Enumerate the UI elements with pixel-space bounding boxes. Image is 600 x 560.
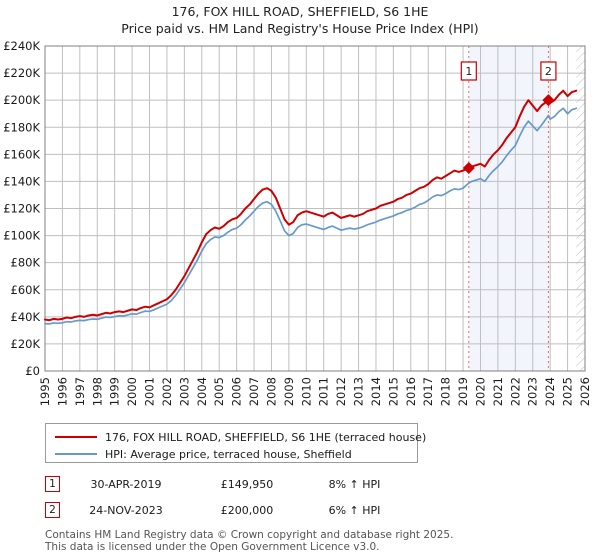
transaction-hpi-delta: 8% ↑ HPI: [328, 477, 381, 491]
x-axis-tick-label: 1997: [73, 377, 87, 406]
transaction-label-box: [540, 61, 557, 81]
transaction-label-number: 2: [545, 65, 552, 78]
transaction-point-marker: [542, 94, 555, 107]
legend-label-hpi: HPI: Average price, terraced house, Shef…: [105, 447, 352, 461]
y-axis-tick-label: £160K: [3, 147, 40, 161]
footer-line-licence: This data is licensed under the Open Gov…: [45, 541, 380, 553]
plot-border: [44, 45, 586, 372]
y-axis-tick-label: £200K: [3, 93, 40, 107]
x-axis-tick-label: 2000: [125, 377, 139, 406]
page-title: 176, FOX HILL ROAD, SHEFFIELD, S6 1HE Pr…: [0, 3, 600, 37]
chart-legend: 176, FOX HILL ROAD, SHEFFIELD, S6 1HE (t…: [45, 423, 426, 463]
y-axis-tick-label: £60K: [11, 283, 41, 297]
transaction-point-marker: [462, 161, 475, 174]
x-axis-tick-label: 2026: [578, 377, 592, 406]
legend-item-price-paid: 176, FOX HILL ROAD, SHEFFIELD, S6 1HE (t…: [46, 429, 426, 445]
x-axis-tick-label: 2024: [543, 377, 557, 406]
x-axis-tick-label: 2013: [352, 377, 366, 406]
transaction-price: £149,950: [220, 477, 274, 491]
transaction-hpi-delta: 6% ↑ HPI: [328, 503, 381, 517]
y-axis-tick-label: £120K: [3, 202, 40, 216]
legend-label-price-paid: 176, FOX HILL ROAD, SHEFFIELD, S6 1HE (t…: [105, 430, 427, 444]
status-badge: 1: [45, 476, 60, 492]
x-axis-tick-label: 2021: [491, 377, 505, 406]
x-axis-tick-label: 2010: [299, 377, 313, 406]
y-axis-tick-label: £240K: [3, 39, 40, 53]
table-row[interactable]: 2 24-NOV-2023 £200,000 6% ↑ HPI: [45, 497, 465, 523]
x-axis-tick-label: 2016: [404, 377, 418, 406]
x-axis-tick-label: 2012: [334, 377, 348, 406]
transaction-label-number: 1: [465, 65, 472, 78]
x-axis-tick-label: 2018: [439, 377, 453, 406]
y-axis-tick-label: £180K: [3, 120, 40, 134]
x-axis-tick-label: 2007: [247, 377, 261, 406]
status-badge: 2: [45, 502, 60, 518]
footer-line-copyright: Contains HM Land Registry data © Crown c…: [45, 529, 454, 541]
transaction-date: 24-NOV-2023: [89, 503, 163, 517]
x-axis-tick-label: 2014: [369, 377, 383, 406]
y-axis-tick-label: £0: [25, 364, 40, 378]
attribution-footer: Contains HM Land Registry data © Crown c…: [45, 529, 585, 553]
x-axis-tick-label: 2002: [160, 377, 174, 406]
x-axis-tick-label: 2005: [212, 377, 226, 406]
legend-item-hpi: HPI: Average price, terraced house, Shef…: [46, 446, 417, 462]
transaction-table: 1 30-APR-2019 £149,950 8% ↑ HPI 2 24-NOV…: [45, 471, 465, 523]
x-axis-tick-label: 2004: [195, 377, 209, 406]
x-axis-tick-label: 2011: [317, 377, 331, 406]
x-axis-tick-label: 2008: [264, 377, 278, 406]
red-line-swatch: [55, 436, 97, 438]
x-axis-tick-label: 2022: [508, 377, 522, 406]
title-line-primary: 176, FOX HILL ROAD, SHEFFIELD, S6 1HE: [171, 4, 429, 19]
x-axis-tick-label: 2019: [456, 377, 470, 406]
y-axis-tick-label: £220K: [3, 66, 40, 80]
x-axis-tick-label: 2020: [473, 377, 487, 406]
x-axis-tick-label: 2009: [282, 377, 296, 406]
x-axis-tick-label: 2001: [143, 377, 157, 406]
x-axis-tick-label: 2015: [386, 377, 400, 406]
y-axis-tick-label: £40K: [11, 310, 41, 324]
x-axis-tick-label: 2006: [230, 377, 244, 406]
y-axis-tick-label: £20K: [11, 337, 41, 351]
x-axis-tick-label: 1999: [108, 377, 122, 406]
transaction-label-box: [460, 61, 477, 81]
blue-line-swatch: [55, 453, 97, 455]
y-axis-tick-label: £140K: [3, 174, 40, 188]
transaction-price: £200,000: [220, 503, 274, 517]
transaction-date: 30-APR-2019: [90, 477, 162, 491]
x-axis-tick-label: 2003: [177, 377, 191, 406]
price-paid-line: [44, 89, 578, 322]
x-axis-tick-label: 1995: [38, 377, 52, 406]
price-history-chart: £0 £20K £40K £60K £80K £100K £120K £140K £160K £1…: [3, 39, 592, 406]
x-axis-tick-label: 1996: [55, 377, 69, 406]
y-axis-tick-label: £80K: [11, 256, 41, 270]
x-axis-tick-label: 2017: [421, 377, 435, 406]
hpi-line: [44, 107, 578, 325]
title-line-secondary: Price paid vs. HM Land Registry's House …: [121, 21, 479, 36]
table-row[interactable]: 1 30-APR-2019 £149,950 8% ↑ HPI: [45, 471, 465, 497]
x-axis-tick-label: 1998: [90, 377, 104, 406]
y-axis-tick-label: £100K: [3, 229, 40, 243]
x-axis-tick-label: 2023: [526, 377, 540, 406]
x-axis-tick-label: 2025: [561, 377, 575, 406]
